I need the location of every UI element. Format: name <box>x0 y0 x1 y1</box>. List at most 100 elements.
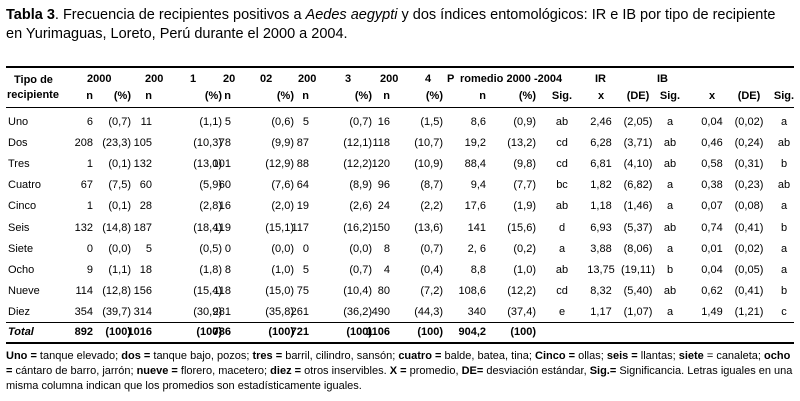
table-cell: 8 <box>383 242 390 255</box>
table-cell: (0,0) <box>271 242 294 255</box>
table-cell: 892 <box>74 326 93 338</box>
table-cell: (0,4) <box>420 263 443 276</box>
table-cell: (1,1) <box>108 263 131 276</box>
bottom-rule <box>6 342 794 344</box>
table-cell: (35,8) <box>265 305 294 318</box>
table-cell: 1,17 <box>590 305 612 318</box>
table-cell: (0,08) <box>734 200 764 213</box>
table-cell: 16 <box>377 116 390 128</box>
header-rule <box>6 107 794 108</box>
table-cell: (1,9) <box>513 200 536 213</box>
table-cell: c <box>781 305 787 318</box>
table-cell: 24 <box>377 200 390 213</box>
table-cell: (44,3) <box>414 305 443 318</box>
table-cell: (2,05) <box>623 116 653 128</box>
header-sub-14: (DE) <box>626 90 650 102</box>
row-label: Tres <box>8 158 30 171</box>
table-cell: (1,46) <box>623 200 653 213</box>
table-cell: (7,2) <box>420 284 443 297</box>
table-cell: (0,41) <box>734 221 764 234</box>
table-cell: a <box>666 305 674 318</box>
table-caption: Tabla 3. Frecuencia de recipientes posit… <box>6 6 794 44</box>
table-cell: (0,6) <box>271 116 294 128</box>
row-label: Cinco <box>8 200 37 213</box>
footnote-text: florero, macetero; <box>177 365 271 377</box>
table-cell: cd <box>556 158 568 171</box>
table-row: Cinco 1 (0,1) 28 (2,8) 16 (2,0) 19 (2,6) 24 (2,2) 1… <box>6 196 794 218</box>
table-cell: (30,9) <box>193 305 222 318</box>
table-cell: ab <box>663 158 677 171</box>
table-cell: (100) <box>510 326 536 338</box>
header-sub-13: x <box>597 90 605 102</box>
header-tipo-line1: Tipo de <box>14 74 53 86</box>
table-row: Siete 0 (0,0) 5 (0,5) 0 (0,0) 0 (0,0) 8 (0,7) 2, 6(… <box>6 239 794 261</box>
table-cell: (15,6) <box>507 221 536 234</box>
table-cell: 6,28 <box>590 137 612 150</box>
table-cell: (7,7) <box>513 179 536 192</box>
header-sub-17: (DE) <box>737 90 761 102</box>
table-cell: (0,7) <box>349 116 372 128</box>
table-cell: ab <box>555 116 569 128</box>
footnote-key: siete <box>678 350 704 362</box>
table-cell: (4,10) <box>623 158 653 171</box>
table-cell: (8,9) <box>349 179 372 192</box>
footnote-text: desviación estándar, <box>483 365 590 377</box>
table-cell: (10,3) <box>193 137 222 150</box>
row-label: Seis <box>8 221 30 234</box>
table-cell: 108,6 <box>458 284 486 297</box>
table-row: Diez 354 (39,7) 314 (30,9) 281 (35,8) 261 (36,2)… <box>6 302 794 324</box>
row-label: Ocho <box>8 263 35 276</box>
table-cell: (1,0) <box>513 263 536 276</box>
caption-species: Aedes aegypti <box>305 7 398 23</box>
table-cell: 314 <box>133 305 152 318</box>
footnote-text: promedio, <box>406 365 462 377</box>
table-cell: (100) <box>268 326 294 338</box>
table-cell: 64 <box>296 179 309 192</box>
table-cell: (10,4) <box>343 284 372 297</box>
table-cell: 0,01 <box>701 242 723 255</box>
table-cell: (100) <box>196 326 222 338</box>
table-cell: (37,4) <box>507 305 536 318</box>
footnote-key: dos = <box>121 350 151 362</box>
table-cell: a <box>780 242 788 255</box>
table-cell: (5,40) <box>623 284 653 297</box>
table-cell: 1,49 <box>701 305 723 318</box>
table-cell: 1 <box>86 158 93 171</box>
footnote-text: otros inservibles. <box>301 365 390 377</box>
header-group-promB: romedio 2000 -2004 <box>460 73 563 85</box>
table-cell: 19,2 <box>464 137 486 150</box>
header-group-y2000a: 2000 <box>87 73 112 85</box>
table-cell: 786 <box>212 326 231 338</box>
table-cell: (2,6) <box>349 200 372 213</box>
table-cell: 13,75 <box>587 263 615 276</box>
row-label: Diez <box>8 305 31 318</box>
header-sub-11: (%) <box>518 90 536 102</box>
table-cell: 0,58 <box>701 158 723 171</box>
table-cell: 904,2 <box>458 326 486 338</box>
caption-text-1: . Frecuencia de recipientes positivos a <box>54 7 306 23</box>
table-cell: 141 <box>467 221 486 234</box>
table-cell: (12,8) <box>102 284 131 297</box>
total-rule <box>6 322 794 323</box>
table-cell: (0,9) <box>513 116 536 128</box>
table-cell: cd <box>556 284 568 297</box>
table-cell: (13,6) <box>414 221 443 234</box>
table-cell: 105 <box>133 137 152 150</box>
table-cell: a <box>666 179 674 192</box>
table-cell: 9 <box>86 263 93 276</box>
table-cell: 0,04 <box>701 263 723 276</box>
table-cell: 150 <box>371 221 390 234</box>
top-rule <box>6 66 794 68</box>
table-row-total: Total 892 (100) 1016 (100) 786 (100) 721 (100) 11… <box>6 322 794 344</box>
footnote-key: diez = <box>270 365 302 377</box>
header-sub-10: n <box>479 90 486 102</box>
table-cell: a <box>780 200 788 213</box>
row-label: Nueve <box>8 284 40 297</box>
table-cell: a <box>558 242 566 255</box>
table-cell: a <box>666 116 674 128</box>
table-cell: 88 <box>296 158 309 171</box>
table-cell: ab <box>555 263 569 276</box>
table-cell: 6,81 <box>590 158 612 171</box>
table-row: Seis 132 (14,8) 187 (18,4) 119 (15,1) 117 (16,2)… <box>6 218 794 240</box>
table-cell: (1,21) <box>734 305 764 318</box>
